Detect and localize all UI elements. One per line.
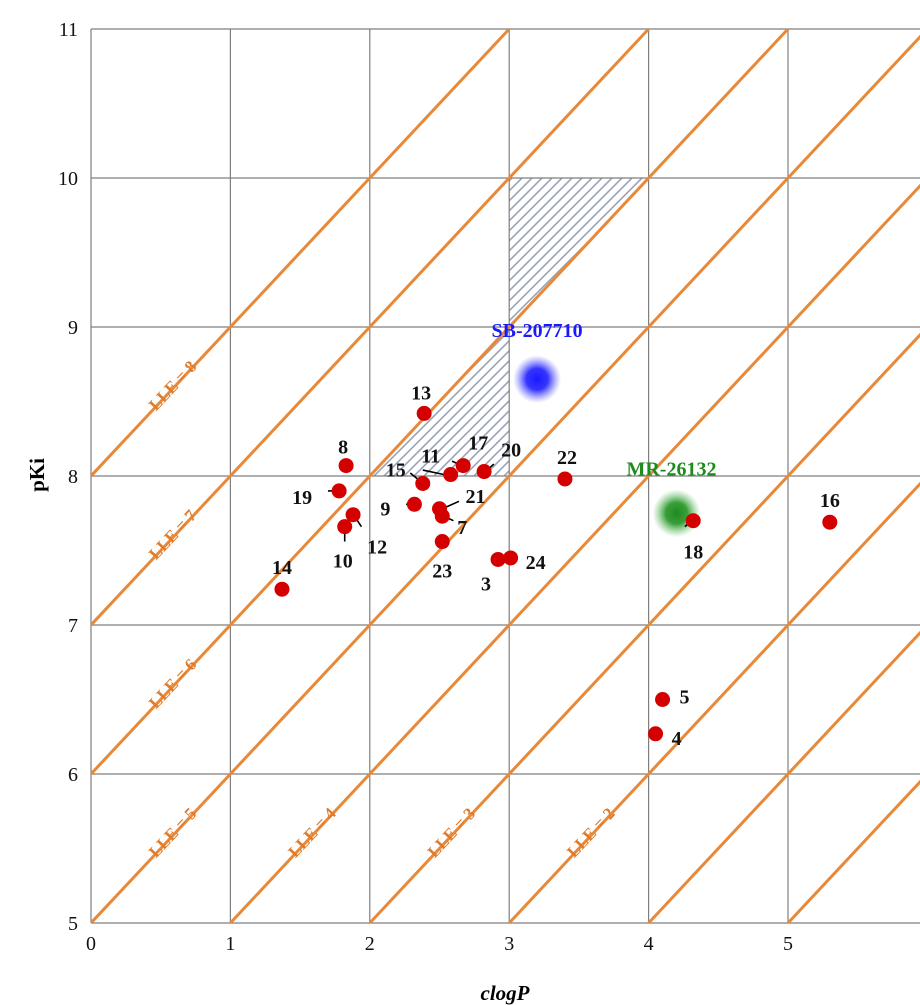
data-point bbox=[406, 496, 422, 512]
data-point bbox=[822, 514, 838, 530]
point-label: 7 bbox=[457, 517, 467, 539]
point-label: 8 bbox=[338, 437, 348, 459]
data-point bbox=[331, 483, 347, 499]
y-tick-label: 8 bbox=[68, 466, 78, 488]
point-label: 9 bbox=[380, 498, 390, 520]
y-tick-label: 6 bbox=[68, 764, 78, 786]
data-point bbox=[490, 551, 506, 567]
lle-label: LLE = 5 bbox=[145, 804, 200, 861]
point-label: 24 bbox=[526, 552, 546, 574]
lle-label: LLE = 2 bbox=[563, 804, 618, 861]
lle-label: LLE = 7 bbox=[145, 506, 201, 564]
point-label: 5 bbox=[680, 687, 690, 709]
x-tick-label: 2 bbox=[365, 933, 375, 955]
data-point bbox=[434, 534, 450, 550]
point-label: 3 bbox=[481, 573, 491, 595]
point-label: 11 bbox=[421, 446, 440, 468]
data-point bbox=[476, 464, 492, 480]
data-point bbox=[455, 458, 471, 474]
lle-label: LLE = 6 bbox=[145, 655, 200, 712]
lle-line bbox=[91, 29, 511, 479]
y-tick-label: 5 bbox=[68, 913, 78, 935]
lle-label: LLE = 8 bbox=[145, 357, 200, 414]
x-tick-label: 1 bbox=[225, 933, 235, 955]
point-label: 16 bbox=[820, 490, 840, 512]
y-axis-title: pKi bbox=[25, 458, 49, 492]
y-tick-label: 9 bbox=[68, 317, 78, 339]
point-label: 14 bbox=[272, 557, 292, 579]
point-label: 10 bbox=[333, 551, 353, 573]
point-label: 23 bbox=[432, 561, 452, 583]
data-point bbox=[503, 550, 519, 566]
data-point bbox=[648, 726, 664, 742]
data-point bbox=[557, 471, 573, 487]
point-label: 19 bbox=[292, 487, 312, 509]
x-tick-label: 0 bbox=[86, 933, 96, 955]
point-label: 17 bbox=[468, 433, 488, 455]
point-label: 21 bbox=[466, 486, 486, 508]
lle-line bbox=[647, 630, 920, 923]
reference-compound-label: MR-26132 bbox=[626, 458, 716, 480]
data-point bbox=[655, 692, 671, 707]
leader-line bbox=[422, 469, 444, 476]
point-label: 12 bbox=[367, 537, 387, 559]
data-point bbox=[443, 467, 459, 483]
x-tick-label: 3 bbox=[504, 933, 514, 955]
point-label: 13 bbox=[411, 382, 431, 404]
data-point bbox=[345, 507, 361, 523]
point-label: 22 bbox=[557, 447, 577, 469]
reference-compound-label: SB-207710 bbox=[492, 320, 583, 342]
lle-line bbox=[508, 481, 920, 923]
lle-label: LLE = 3 bbox=[424, 804, 479, 861]
lle-label: LLE = 4 bbox=[284, 804, 340, 862]
lle-line bbox=[368, 332, 920, 923]
data-point bbox=[415, 475, 431, 491]
x-tick-label: 4 bbox=[644, 933, 654, 955]
data-point bbox=[685, 513, 701, 529]
data-point bbox=[338, 458, 354, 474]
x-tick-label: 5 bbox=[783, 933, 793, 955]
data-point bbox=[432, 501, 447, 517]
point-label: 18 bbox=[683, 542, 703, 564]
y-tick-label: 11 bbox=[59, 19, 78, 41]
point-label: 15 bbox=[386, 459, 406, 481]
lle-line bbox=[91, 29, 790, 777]
data-point bbox=[337, 519, 353, 535]
data-point bbox=[416, 405, 432, 421]
reference-compound-marker bbox=[513, 355, 562, 404]
x-axis-title: clogP bbox=[481, 981, 530, 1005]
lle-line bbox=[229, 183, 920, 923]
point-label: 20 bbox=[501, 440, 521, 462]
y-tick-label: 7 bbox=[68, 615, 78, 637]
data-point bbox=[274, 581, 290, 597]
lle-line bbox=[91, 34, 920, 923]
point-label: 4 bbox=[672, 728, 682, 750]
y-tick-label: 10 bbox=[58, 168, 78, 190]
lle-line bbox=[91, 29, 650, 628]
